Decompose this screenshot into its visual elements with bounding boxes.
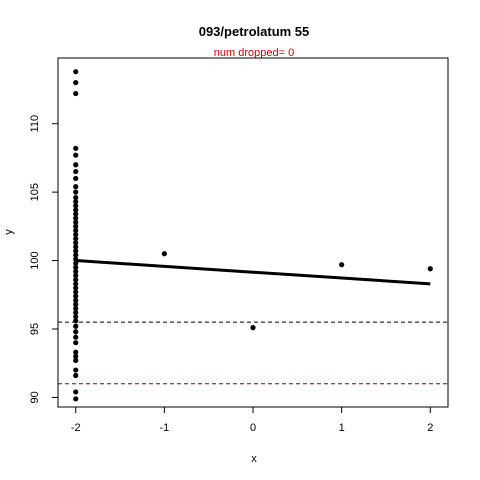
data-point (73, 211, 79, 217)
data-point (73, 264, 79, 270)
data-point (73, 301, 79, 307)
data-point (73, 223, 79, 229)
data-point (73, 260, 79, 266)
data-point (73, 357, 79, 364)
x-tick-label: 2 (427, 422, 433, 434)
data-point (73, 273, 79, 279)
data-point (73, 240, 79, 246)
data-point (73, 297, 79, 303)
data-point (73, 309, 79, 316)
data-point (73, 323, 79, 329)
data-point (73, 248, 79, 254)
data-point (250, 325, 256, 331)
data-point (73, 219, 79, 225)
data-point (73, 80, 79, 86)
data-point (73, 215, 79, 221)
y-axis-label: y (3, 229, 15, 235)
data-point (73, 285, 79, 291)
data-point (73, 231, 79, 238)
data-point (73, 203, 79, 209)
data-point (73, 389, 79, 395)
data-point (73, 293, 79, 299)
data-point (339, 262, 345, 268)
data-point (73, 207, 79, 213)
data-point (73, 305, 79, 312)
data-point (73, 256, 79, 262)
chart-title: 093/petrolatum 55 (199, 24, 310, 39)
data-point (73, 314, 79, 320)
data-point (73, 318, 79, 324)
y-tick-label: 105 (29, 183, 41, 201)
x-tick-label: 1 (339, 422, 345, 434)
data-point (73, 145, 79, 151)
data-point (73, 184, 79, 190)
data-point (73, 340, 79, 346)
y-tick-label: 95 (29, 323, 41, 335)
data-point (73, 268, 79, 275)
data-point (73, 329, 79, 335)
data-point (73, 90, 79, 97)
chart-subtitle: num dropped= 0 (214, 47, 294, 59)
data-point (73, 162, 79, 168)
data-point (73, 353, 79, 359)
data-point (73, 281, 79, 287)
data-point (73, 252, 79, 258)
data-point (73, 69, 79, 75)
x-tick-label: 0 (250, 422, 256, 434)
fit-line (75, 259, 431, 286)
data-point (73, 289, 79, 295)
data-point (73, 244, 79, 250)
x-tick-label: -1 (159, 422, 169, 434)
data-point (73, 334, 79, 340)
x-tick-label: -2 (71, 422, 81, 434)
data-point (73, 349, 79, 355)
data-point (427, 266, 433, 272)
data-point (73, 277, 79, 283)
x-axis-label: x (251, 453, 257, 465)
data-point (73, 195, 79, 201)
data-point (161, 251, 167, 257)
y-tick-label: 100 (29, 251, 41, 269)
data-point (73, 227, 79, 234)
y-tick-label: 110 (29, 115, 41, 133)
data-point (73, 199, 79, 205)
data-point (73, 189, 79, 195)
data-point (73, 236, 79, 242)
data-point (73, 168, 79, 175)
y-tick-label: 90 (29, 391, 41, 403)
data-point (73, 396, 79, 402)
data-point (73, 152, 79, 158)
data-point (73, 367, 79, 373)
data-point (73, 372, 79, 379)
data-point (73, 175, 79, 182)
